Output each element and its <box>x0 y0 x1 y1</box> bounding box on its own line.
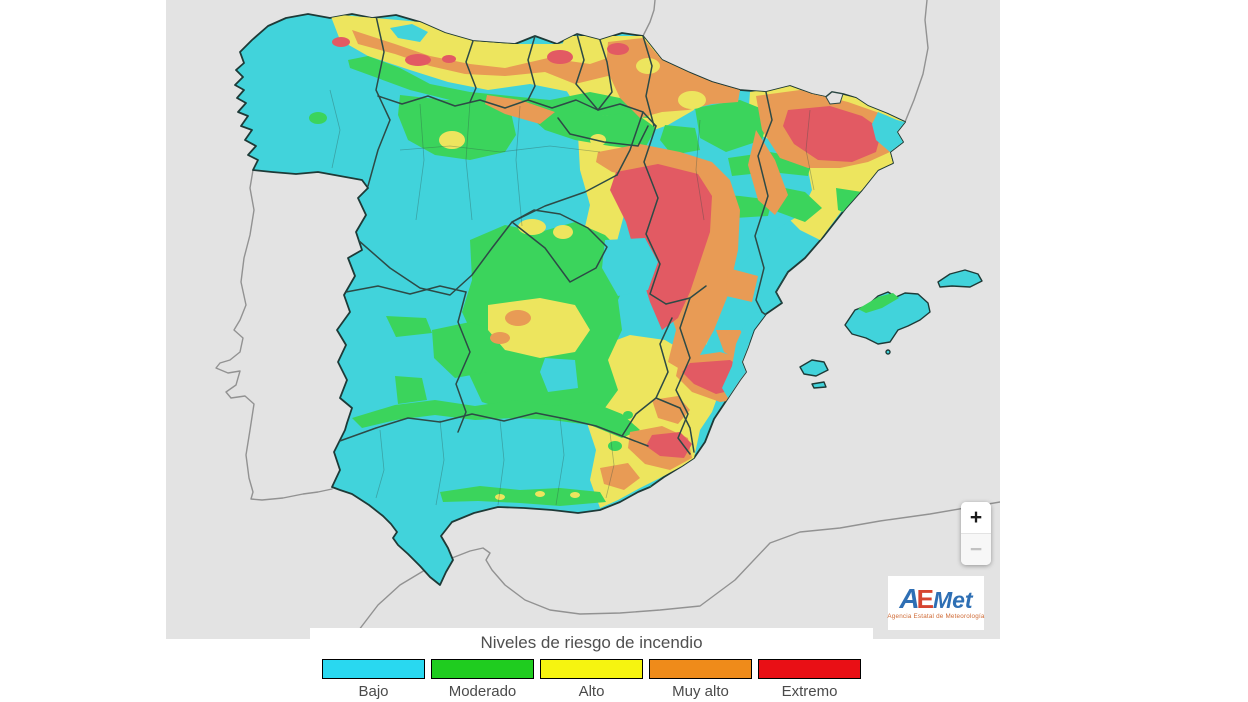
risk-bajo-details <box>390 24 905 458</box>
france-mediterranean-coastline <box>904 0 929 123</box>
legend-item-muy-alto: Muy alto <box>649 659 752 700</box>
legend-swatch-muy-alto <box>649 659 752 679</box>
aemet-letter-a: A <box>899 582 920 614</box>
legend-item-alto: Alto <box>540 659 643 700</box>
legend-label-extremo: Extremo <box>781 683 838 700</box>
region-borders <box>336 15 773 455</box>
risk-layers <box>309 14 905 508</box>
ibiza-island <box>799 359 829 377</box>
zoom-in-button[interactable]: + <box>961 502 991 533</box>
legend-item-moderado: Moderado <box>431 659 534 700</box>
legend-item-bajo: Bajo <box>322 659 425 700</box>
aemet-subtitle: Agencia Estatal de Meteorología <box>887 613 985 621</box>
portugal-coastline <box>215 169 333 501</box>
aemet-logo[interactable]: A E Met Agencia Estatal de Meteorología <box>887 576 985 630</box>
andorra <box>825 91 844 105</box>
legend-item-extremo: Extremo <box>758 659 861 700</box>
balearic-islands <box>799 269 983 389</box>
aemet-wordmark: A E Met <box>899 582 973 614</box>
mallorca-island <box>844 291 931 345</box>
cabrera-island <box>885 349 891 355</box>
aemet-letters-met: Met <box>932 587 973 614</box>
spain-fire-risk-map <box>166 0 1000 639</box>
province-borders <box>329 89 815 506</box>
legend-label-bajo: Bajo <box>358 683 389 700</box>
zoom-out-button[interactable]: − <box>961 533 991 565</box>
menorca-island <box>937 269 983 288</box>
legend-panel: Niveles de riesgo de incendio Bajo Moder… <box>310 628 873 702</box>
legend-swatch-extremo <box>758 659 861 679</box>
map-zoom-control: + − <box>961 502 991 565</box>
legend-swatch-alto <box>540 659 643 679</box>
map-canvas[interactable] <box>166 0 1000 639</box>
legend-swatch-moderado <box>431 659 534 679</box>
legend-label-muy-alto: Muy alto <box>672 683 729 700</box>
legend-label-moderado: Moderado <box>448 683 517 700</box>
aemet-letter-e: E <box>916 583 934 614</box>
legend-row: Bajo Moderado Alto Muy alto Extremo <box>310 659 873 700</box>
legend-swatch-bajo <box>322 659 425 679</box>
legend-title: Niveles de riesgo de incendio <box>480 633 703 652</box>
france-atlantic-coastline <box>642 0 656 37</box>
risk-extremo-layer <box>332 37 882 458</box>
risk-alto-holes <box>636 58 706 109</box>
formentera-island <box>811 381 827 389</box>
mallorca-green-area <box>858 293 899 313</box>
legend-label-alto: Alto <box>578 683 605 700</box>
